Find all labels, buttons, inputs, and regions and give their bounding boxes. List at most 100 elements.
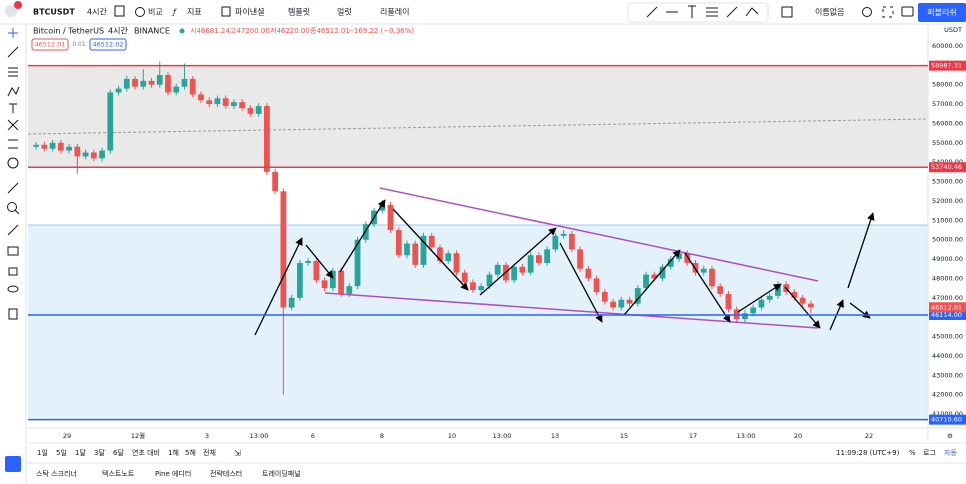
financials[interactable]: 파이낸셜 bbox=[235, 7, 264, 17]
low: 저46220.00 bbox=[270, 26, 310, 35]
time-tick-label: 3 bbox=[205, 432, 209, 440]
candle-body bbox=[420, 235, 427, 265]
auto[interactable]: 자동 bbox=[944, 448, 957, 457]
indicator-icon: ƒ bbox=[171, 8, 177, 17]
candle-body bbox=[346, 286, 353, 294]
candle-body bbox=[725, 293, 732, 310]
settings-icon[interactable] bbox=[862, 7, 872, 17]
sell-box[interactable] bbox=[31, 38, 69, 51]
axis-settings-icon[interactable]: ⚙ bbox=[947, 432, 953, 440]
avatar[interactable] bbox=[5, 5, 17, 17]
tab[interactable]: 텍스트노트 bbox=[102, 469, 135, 478]
range-button[interactable]: 전체 bbox=[203, 448, 216, 457]
time-tick-label: 13 bbox=[551, 432, 559, 440]
tab[interactable]: 스탁 스크리너 bbox=[36, 469, 77, 478]
replay[interactable]: 리플레이 bbox=[380, 7, 409, 17]
candle-body bbox=[313, 261, 320, 281]
range-button[interactable]: 1일 bbox=[37, 448, 48, 457]
candle-body bbox=[181, 78, 188, 87]
candle-body bbox=[428, 235, 435, 248]
range-button[interactable]: 5일 bbox=[56, 448, 67, 457]
tab[interactable]: 전략테스터 bbox=[210, 469, 242, 478]
candle-body bbox=[453, 253, 460, 273]
range-button[interactable]: 6달 bbox=[113, 449, 124, 457]
candle-body bbox=[148, 80, 155, 85]
candle-body bbox=[486, 274, 493, 287]
price-tick-label: 47000.00 bbox=[932, 294, 963, 302]
bid[interactable]: 46512.01 bbox=[34, 41, 65, 49]
layout-name[interactable]: 이름없음 bbox=[815, 7, 844, 17]
range-button[interactable]: 5해 bbox=[185, 448, 196, 457]
percent[interactable]: % bbox=[909, 449, 916, 457]
drawing-tools[interactable] bbox=[646, 5, 759, 18]
snapshot-icon[interactable] bbox=[901, 6, 914, 17]
time-tick-label: 6 bbox=[311, 432, 315, 440]
candle-body bbox=[214, 98, 221, 105]
time-tick-label: 17 bbox=[689, 432, 697, 440]
chart-type-icon[interactable] bbox=[114, 5, 125, 17]
candle-body bbox=[387, 204, 394, 231]
candle-body bbox=[33, 144, 40, 147]
candle-body bbox=[643, 274, 649, 289]
candle-body bbox=[115, 88, 122, 93]
price-tick-label: 50000.00 bbox=[932, 236, 963, 244]
publish-button[interactable] bbox=[918, 3, 966, 22]
indicators[interactable]: 지표 bbox=[187, 8, 202, 17]
price-tick-label: 53000.00 bbox=[932, 178, 963, 186]
publish-label[interactable]: 퍼블리쉬 bbox=[927, 7, 956, 17]
candle-body bbox=[684, 253, 691, 263]
range-button[interactable]: 3달 bbox=[94, 449, 105, 457]
tab[interactable]: Pine 에디터 bbox=[155, 469, 191, 478]
channel-top[interactable] bbox=[379, 187, 819, 282]
symbol[interactable]: BTCUSDT bbox=[33, 8, 75, 17]
candle-body bbox=[511, 266, 518, 281]
range-button[interactable]: 1달 bbox=[75, 449, 86, 457]
high: 고47200.00 bbox=[230, 27, 270, 35]
close: 종46512.01 bbox=[310, 27, 350, 35]
range-button[interactable]: 1해 bbox=[168, 448, 179, 457]
layout-icon[interactable] bbox=[781, 6, 793, 18]
price-tick-label: 44000.00 bbox=[932, 352, 963, 360]
candle-body bbox=[247, 107, 254, 114]
compare[interactable]: 비교 bbox=[148, 8, 163, 17]
time-tick-label: 29 bbox=[63, 432, 71, 440]
candle-body bbox=[494, 264, 501, 275]
range-button[interactable]: 연초 대비 bbox=[132, 448, 160, 457]
candle-body bbox=[206, 100, 213, 105]
price-tick-label: 58000.00 bbox=[932, 81, 963, 89]
alert[interactable]: 얼럿 bbox=[337, 7, 352, 17]
time-tick-label: 15 bbox=[620, 432, 628, 440]
candle-body bbox=[66, 146, 72, 151]
candle-body bbox=[107, 92, 114, 151]
time-tick-label: 13:00 bbox=[250, 432, 269, 440]
candle-body bbox=[692, 262, 699, 273]
price-axis: 60000.0059000.0058000.0057000.0056000.00… bbox=[932, 42, 963, 418]
blue-level-tag bbox=[929, 414, 966, 425]
candle-body bbox=[536, 255, 542, 263]
price-tick-label: 41000.00 bbox=[932, 410, 963, 418]
goto-icon[interactable]: ⇲ bbox=[234, 449, 241, 458]
last-price-tag bbox=[929, 302, 966, 313]
favorites-button[interactable] bbox=[5, 456, 21, 472]
trend-line[interactable] bbox=[27, 118, 929, 135]
price-tick-label: 56000.00 bbox=[932, 119, 963, 127]
log[interactable]: 로그 bbox=[923, 449, 936, 457]
price-tick-label: 49000.00 bbox=[932, 255, 963, 263]
ask[interactable]: 46512.02 bbox=[92, 41, 123, 49]
badge bbox=[14, 1, 22, 9]
compare-icon bbox=[135, 7, 145, 17]
interval[interactable]: 4시간 bbox=[87, 7, 107, 17]
candle-body bbox=[766, 295, 773, 300]
fullscreen-icon[interactable] bbox=[882, 6, 894, 18]
templates[interactable]: 템플릿 bbox=[288, 7, 310, 17]
time-tick-label: 13:00 bbox=[493, 432, 512, 440]
tab[interactable]: 트레이딩패널 bbox=[262, 469, 301, 478]
candle-body bbox=[593, 278, 600, 292]
channel-bottom[interactable] bbox=[324, 292, 819, 329]
candle-body bbox=[568, 233, 575, 250]
candle-body bbox=[799, 297, 806, 304]
drawings[interactable] bbox=[254, 187, 875, 336]
arrows[interactable] bbox=[254, 199, 875, 336]
left-toolbar[interactable] bbox=[7, 28, 20, 320]
buy-box[interactable] bbox=[89, 38, 127, 51]
